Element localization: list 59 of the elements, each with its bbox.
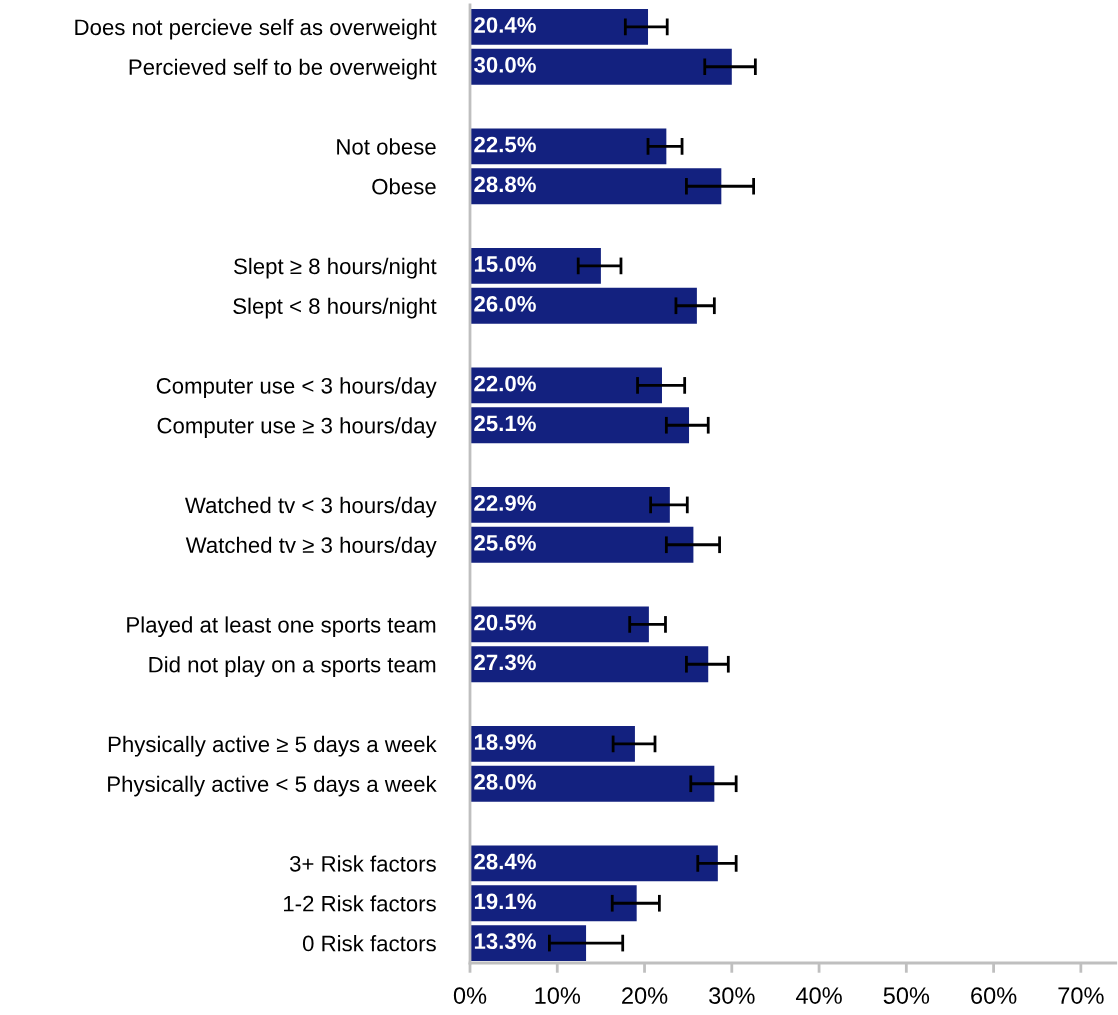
x-tick-label: 30%: [709, 987, 755, 1004]
bar: [470, 168, 722, 205]
data-label: 13.3%: [474, 933, 536, 950]
bar: [470, 407, 690, 444]
data-label: 25.1%: [474, 415, 536, 432]
data-label: 26.0%: [474, 295, 536, 312]
data-label: 22.5%: [474, 136, 536, 153]
y-tick-label: Does not percieve self as overweight: [75, 18, 437, 40]
bar: [470, 845, 718, 882]
data-label: 22.0%: [474, 375, 536, 392]
x-tick-label: 20%: [622, 987, 668, 1004]
data-label: 30.0%: [474, 56, 536, 73]
x-tick-label: 60%: [971, 987, 1017, 1004]
bar: [470, 247, 601, 284]
x-tick-label: 0%: [453, 987, 487, 1004]
x-tick-label: 10%: [535, 987, 581, 1004]
bar: [470, 287, 697, 324]
y-tick-label: Physically active < 5 days a week: [108, 775, 437, 797]
y-tick-label: 3+ Risk factors: [289, 855, 436, 872]
data-label: 28.8%: [474, 176, 536, 193]
bar: [470, 606, 649, 643]
x-tick-label: 70%: [1058, 987, 1104, 1004]
y-tick-label: Computer use < 3 hours/day: [156, 377, 437, 399]
data-label: 15.0%: [474, 256, 536, 272]
bar: [470, 885, 637, 922]
data-label: 18.9%: [474, 734, 536, 750]
data-label: 27.3%: [474, 654, 536, 671]
y-tick-label: Obese: [372, 178, 436, 195]
y-tick-label: Slept < 8 hours/night: [233, 297, 437, 319]
data-label: 25.6%: [474, 534, 536, 551]
data-label: 28.0%: [474, 773, 536, 790]
y-tick-label: Physically active ≥ 5 days a week: [108, 735, 437, 757]
bar: [470, 526, 694, 563]
bar: [470, 8, 649, 45]
y-tick-label: Played at least one sports team: [127, 616, 436, 638]
x-tick-label: 50%: [883, 987, 930, 1004]
bar: [470, 925, 587, 962]
x-tick-label: 40%: [795, 987, 842, 1004]
y-tick-label: Watched tv < 3 hours/day: [185, 496, 437, 518]
bar: [470, 725, 635, 762]
y-tick-label: 1-2 Risk factors: [284, 895, 436, 912]
data-label: 19.1%: [474, 893, 536, 910]
data-label: 22.9%: [474, 495, 536, 511]
y-tick-label: 0 Risk factors: [302, 935, 436, 952]
y-tick-label: Did not play on a sports team: [149, 656, 436, 677]
bar: [470, 765, 715, 802]
data-label: 20.5%: [474, 614, 536, 631]
y-tick-label: Percieved self to be overweight: [129, 58, 437, 80]
bar: [470, 646, 709, 683]
data-label: 20.4%: [474, 17, 536, 33]
bar: [470, 367, 662, 404]
bar: [470, 128, 667, 165]
bar: [470, 48, 732, 85]
y-tick-label: Not obese: [337, 138, 436, 155]
y-tick-label: Computer use ≥ 3 hours/day: [157, 417, 437, 438]
bar: [470, 486, 670, 523]
data-label: 28.4%: [474, 853, 536, 870]
y-tick-label: Watched tv ≥ 3 hours/day: [185, 536, 437, 558]
y-tick-label: Slept ≥ 8 hours/night: [234, 257, 437, 279]
